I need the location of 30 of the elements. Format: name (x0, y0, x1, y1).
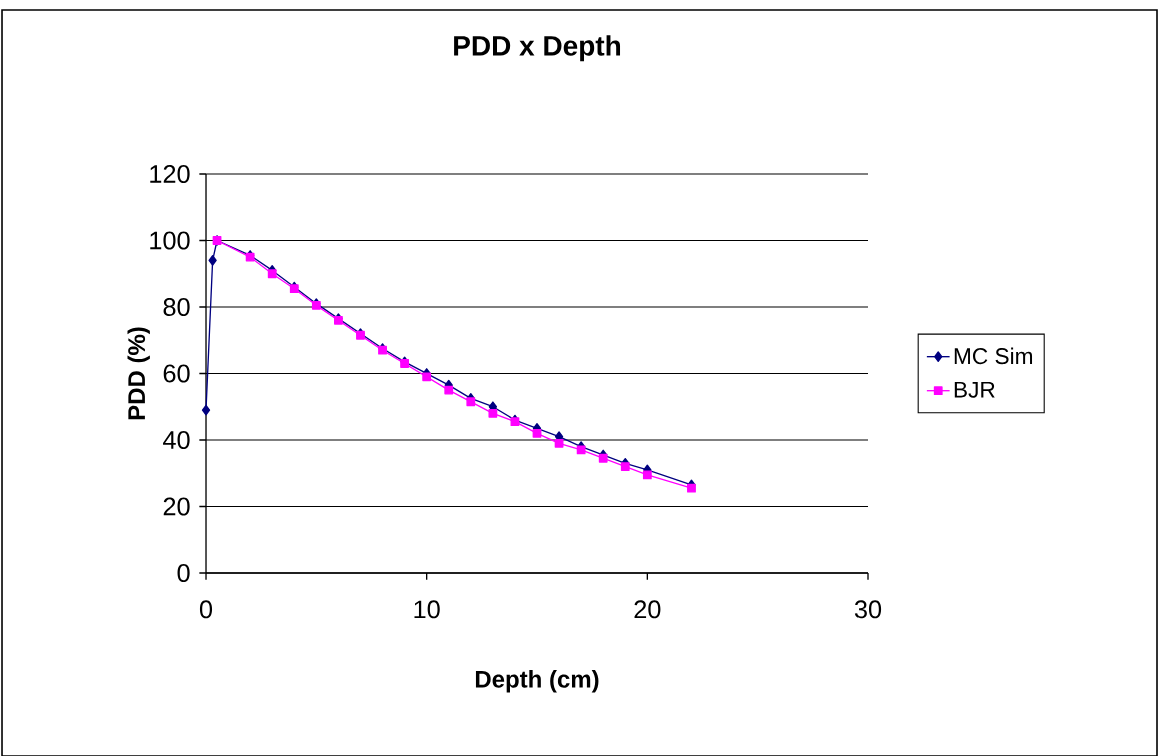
y-tick-label: 100 (150, 231, 190, 250)
chart-title: PDD x Depth (454, 35, 621, 62)
x-tick-label: 10 (414, 600, 440, 619)
y-tick-label: 20 (163, 497, 190, 516)
point (201, 404, 211, 416)
x-tick-label: 0 (199, 600, 213, 619)
point (422, 372, 432, 382)
point (444, 385, 454, 395)
point (687, 483, 696, 493)
y-axis-title: PDD (%) (127, 327, 150, 420)
point (466, 397, 476, 407)
point (642, 470, 652, 480)
point (208, 255, 217, 266)
y-tick-label: 80 (163, 298, 190, 316)
legend-label: MC Sim (954, 347, 1033, 365)
y-tick-label: 0 (177, 564, 190, 582)
point (554, 438, 564, 448)
y-tick-label: 120 (150, 165, 190, 183)
point (488, 408, 498, 418)
point (267, 269, 277, 279)
x-axis-title: Depth (cm) (475, 670, 599, 693)
legend-label: BJR (954, 381, 995, 398)
point (532, 428, 542, 438)
point (576, 445, 586, 455)
point (598, 453, 608, 463)
x-tick-label: 20 (634, 600, 661, 619)
point (620, 462, 630, 471)
x-tick-label: 30 (854, 600, 882, 619)
y-tick-label: 40 (163, 431, 190, 449)
y-tick-label: 60 (163, 364, 190, 383)
